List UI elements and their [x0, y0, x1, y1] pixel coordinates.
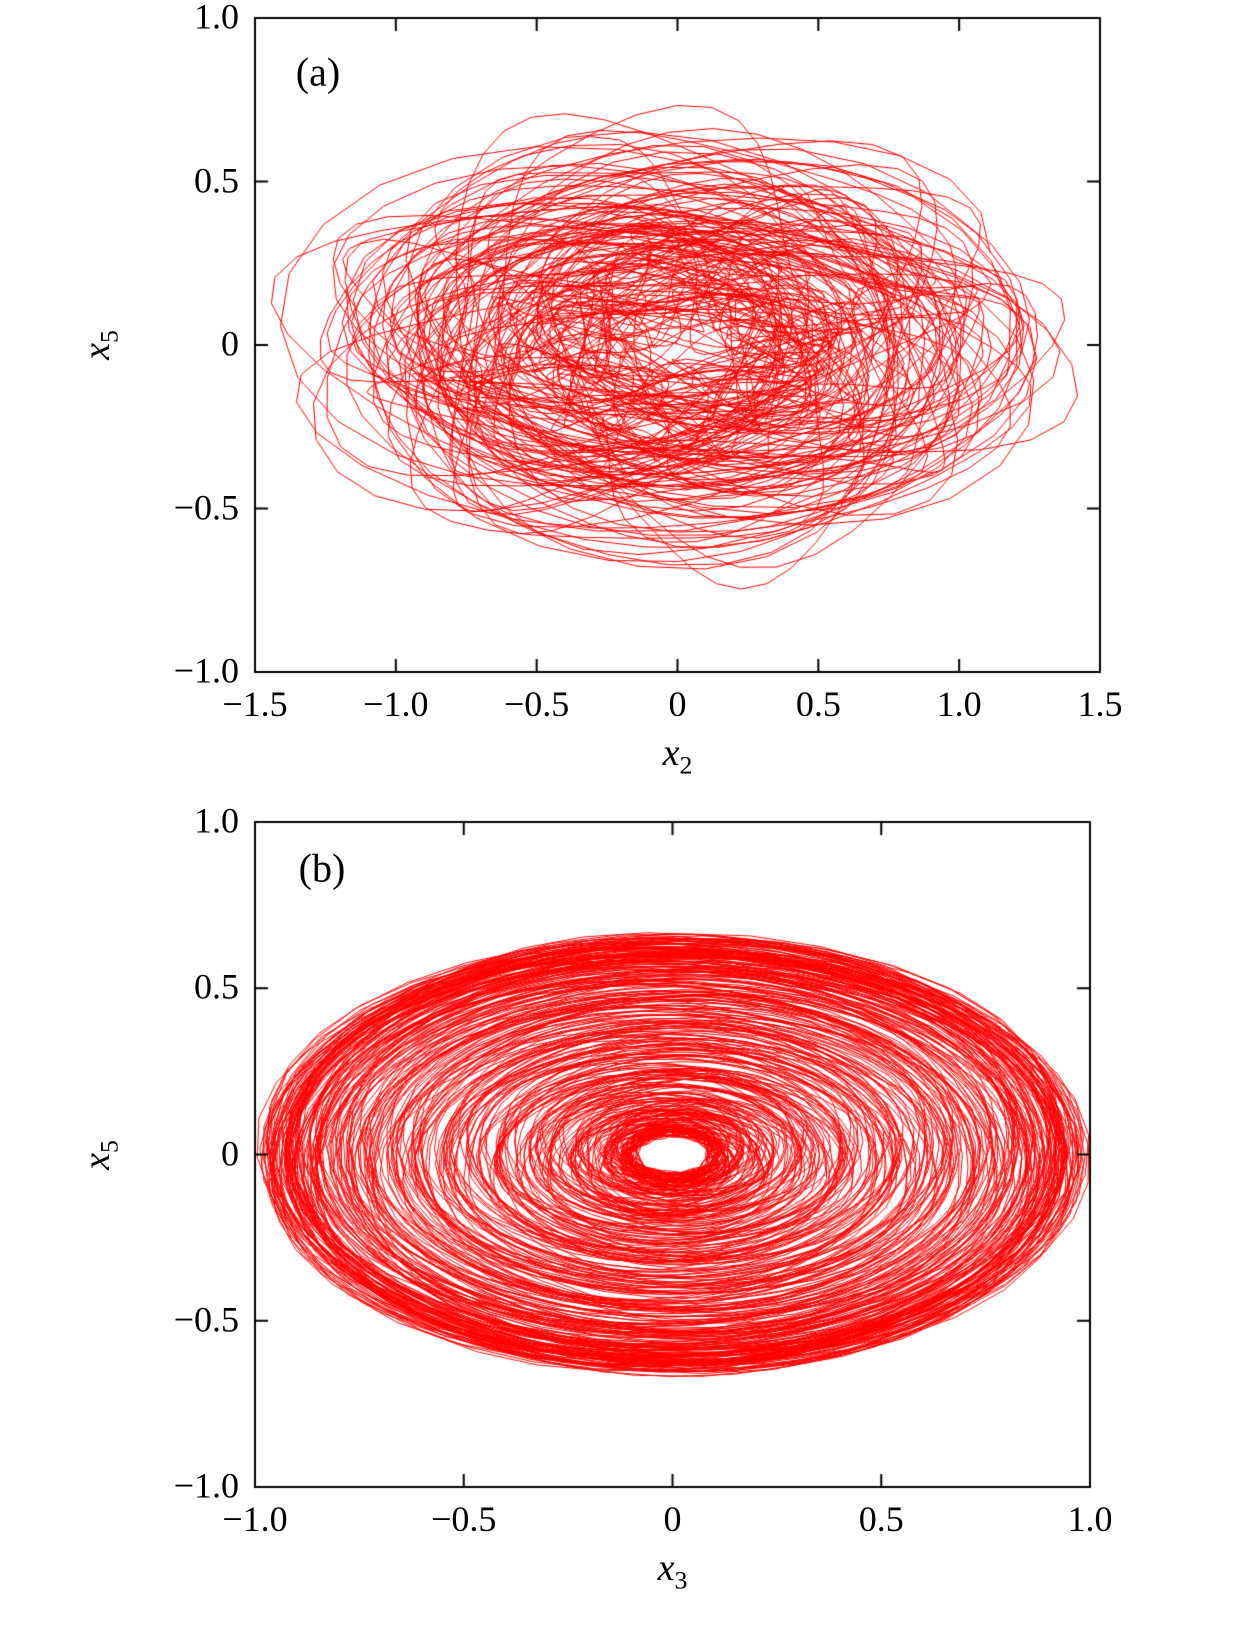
- panel-a-y-axis-label-sub: 5: [94, 330, 124, 344]
- panel-a-y-axis-label-base: x: [75, 343, 118, 360]
- x-tick-label: 0: [668, 684, 687, 724]
- panel-b-x-axis-label: x3: [658, 1549, 688, 1593]
- x-tick-label: 0.5: [795, 684, 841, 724]
- x-tick-label: 1.0: [1067, 1499, 1113, 1539]
- y-tick-label: 0.5: [194, 966, 239, 1007]
- panel-a-x-axis-label: x2: [663, 734, 693, 778]
- x-tick-label: −0.5: [504, 684, 570, 724]
- panel-b: (b) x3 x5 −1.0 −0.5 0 0.5 1.0 −1.0 −0.5 0 0.5 1.…: [0, 800, 1260, 1638]
- panel-a-x-axis-label-sub: 2: [679, 750, 693, 780]
- y-tick-label: −1.0: [173, 650, 239, 691]
- panel-a-x-axis-label-base: x: [662, 732, 680, 774]
- panel-b-x-axis-label-sub: 3: [674, 1565, 688, 1595]
- y-tick-label: 0: [221, 323, 239, 364]
- panel-b-letter: (b): [298, 845, 346, 891]
- panel-a: (a) x2 x5 −1.5 −1.0 −0.5 0 0.5 1.0 1.5 −1.0 −0.…: [0, 0, 1260, 800]
- y-tick-label: 1.0: [194, 800, 239, 841]
- x-tick-label: −1.5: [222, 684, 288, 724]
- x-tick-label: 0: [663, 1499, 682, 1539]
- y-tick-label: 1.0: [194, 0, 239, 37]
- x-tick-label: −0.5: [431, 1499, 497, 1539]
- y-tick-label: 0.5: [194, 160, 239, 201]
- x-tick-label: 0.5: [858, 1499, 904, 1539]
- x-tick-label: −1.0: [363, 684, 429, 724]
- panel-a-y-axis-label: x5: [75, 330, 124, 360]
- panel-b-plot-canvas: [0, 800, 1260, 1638]
- y-tick-label: 0: [221, 1133, 239, 1174]
- x-tick-label: 1.0: [936, 684, 982, 724]
- x-tick-label: −1.0: [222, 1499, 288, 1539]
- panel-b-y-axis-label-sub: 5: [94, 1139, 124, 1153]
- y-tick-label: −0.5: [173, 1299, 239, 1340]
- y-tick-label: −0.5: [173, 487, 239, 528]
- panel-b-y-axis-label: x5: [75, 1139, 124, 1170]
- panel-a-plot-canvas: [0, 0, 1260, 800]
- y-tick-label: −1.0: [173, 1465, 239, 1506]
- panel-b-x-axis-label-base: x: [657, 1547, 675, 1589]
- panel-b-y-axis-label-base: x: [75, 1152, 118, 1170]
- x-tick-label: 1.5: [1077, 684, 1123, 724]
- panel-a-letter: (a): [295, 49, 341, 95]
